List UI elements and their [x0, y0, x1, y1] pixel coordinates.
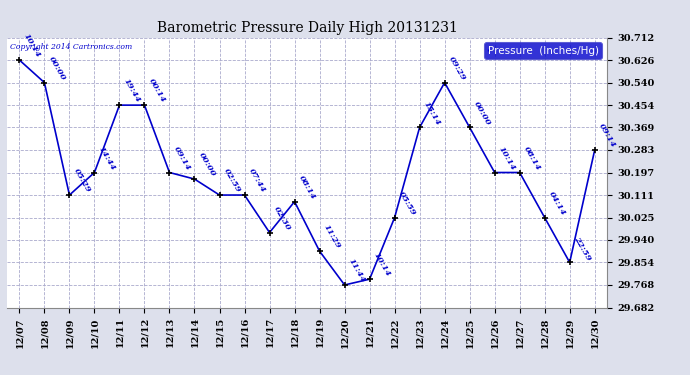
- Text: 15:14: 15:14: [422, 100, 442, 127]
- Text: 05:59: 05:59: [397, 190, 417, 217]
- Legend: Pressure  (Inches/Hg): Pressure (Inches/Hg): [485, 43, 602, 59]
- Text: 11:44: 11:44: [347, 257, 367, 284]
- Text: 08:14: 08:14: [522, 145, 542, 172]
- Text: 00:14: 00:14: [147, 77, 167, 104]
- Text: 19:44: 19:44: [122, 77, 142, 104]
- Text: 00:00: 00:00: [197, 151, 217, 178]
- Text: Copyright 2014 Cartronics.com: Copyright 2014 Cartronics.com: [10, 43, 132, 51]
- Text: 10:14: 10:14: [497, 145, 518, 172]
- Text: 09:14: 09:14: [598, 122, 618, 149]
- Text: 11:29: 11:29: [322, 223, 342, 251]
- Text: 22:59: 22:59: [572, 235, 593, 262]
- Text: 10:14: 10:14: [372, 251, 393, 278]
- Text: 10:14: 10:14: [22, 32, 42, 59]
- Text: 00:00: 00:00: [47, 55, 67, 82]
- Title: Barometric Pressure Daily High 20131231: Barometric Pressure Daily High 20131231: [157, 21, 457, 35]
- Text: 09:29: 09:29: [447, 55, 467, 82]
- Text: 08:14: 08:14: [297, 174, 317, 201]
- Text: 14:44: 14:44: [97, 145, 117, 172]
- Text: 05:29: 05:29: [72, 167, 92, 194]
- Text: 00:00: 00:00: [472, 100, 493, 127]
- Text: 07:44: 07:44: [247, 167, 267, 194]
- Text: 02:30: 02:30: [272, 205, 293, 232]
- Text: 04:14: 04:14: [547, 190, 567, 217]
- Text: 09:14: 09:14: [172, 145, 193, 172]
- Text: 02:59: 02:59: [222, 167, 242, 194]
